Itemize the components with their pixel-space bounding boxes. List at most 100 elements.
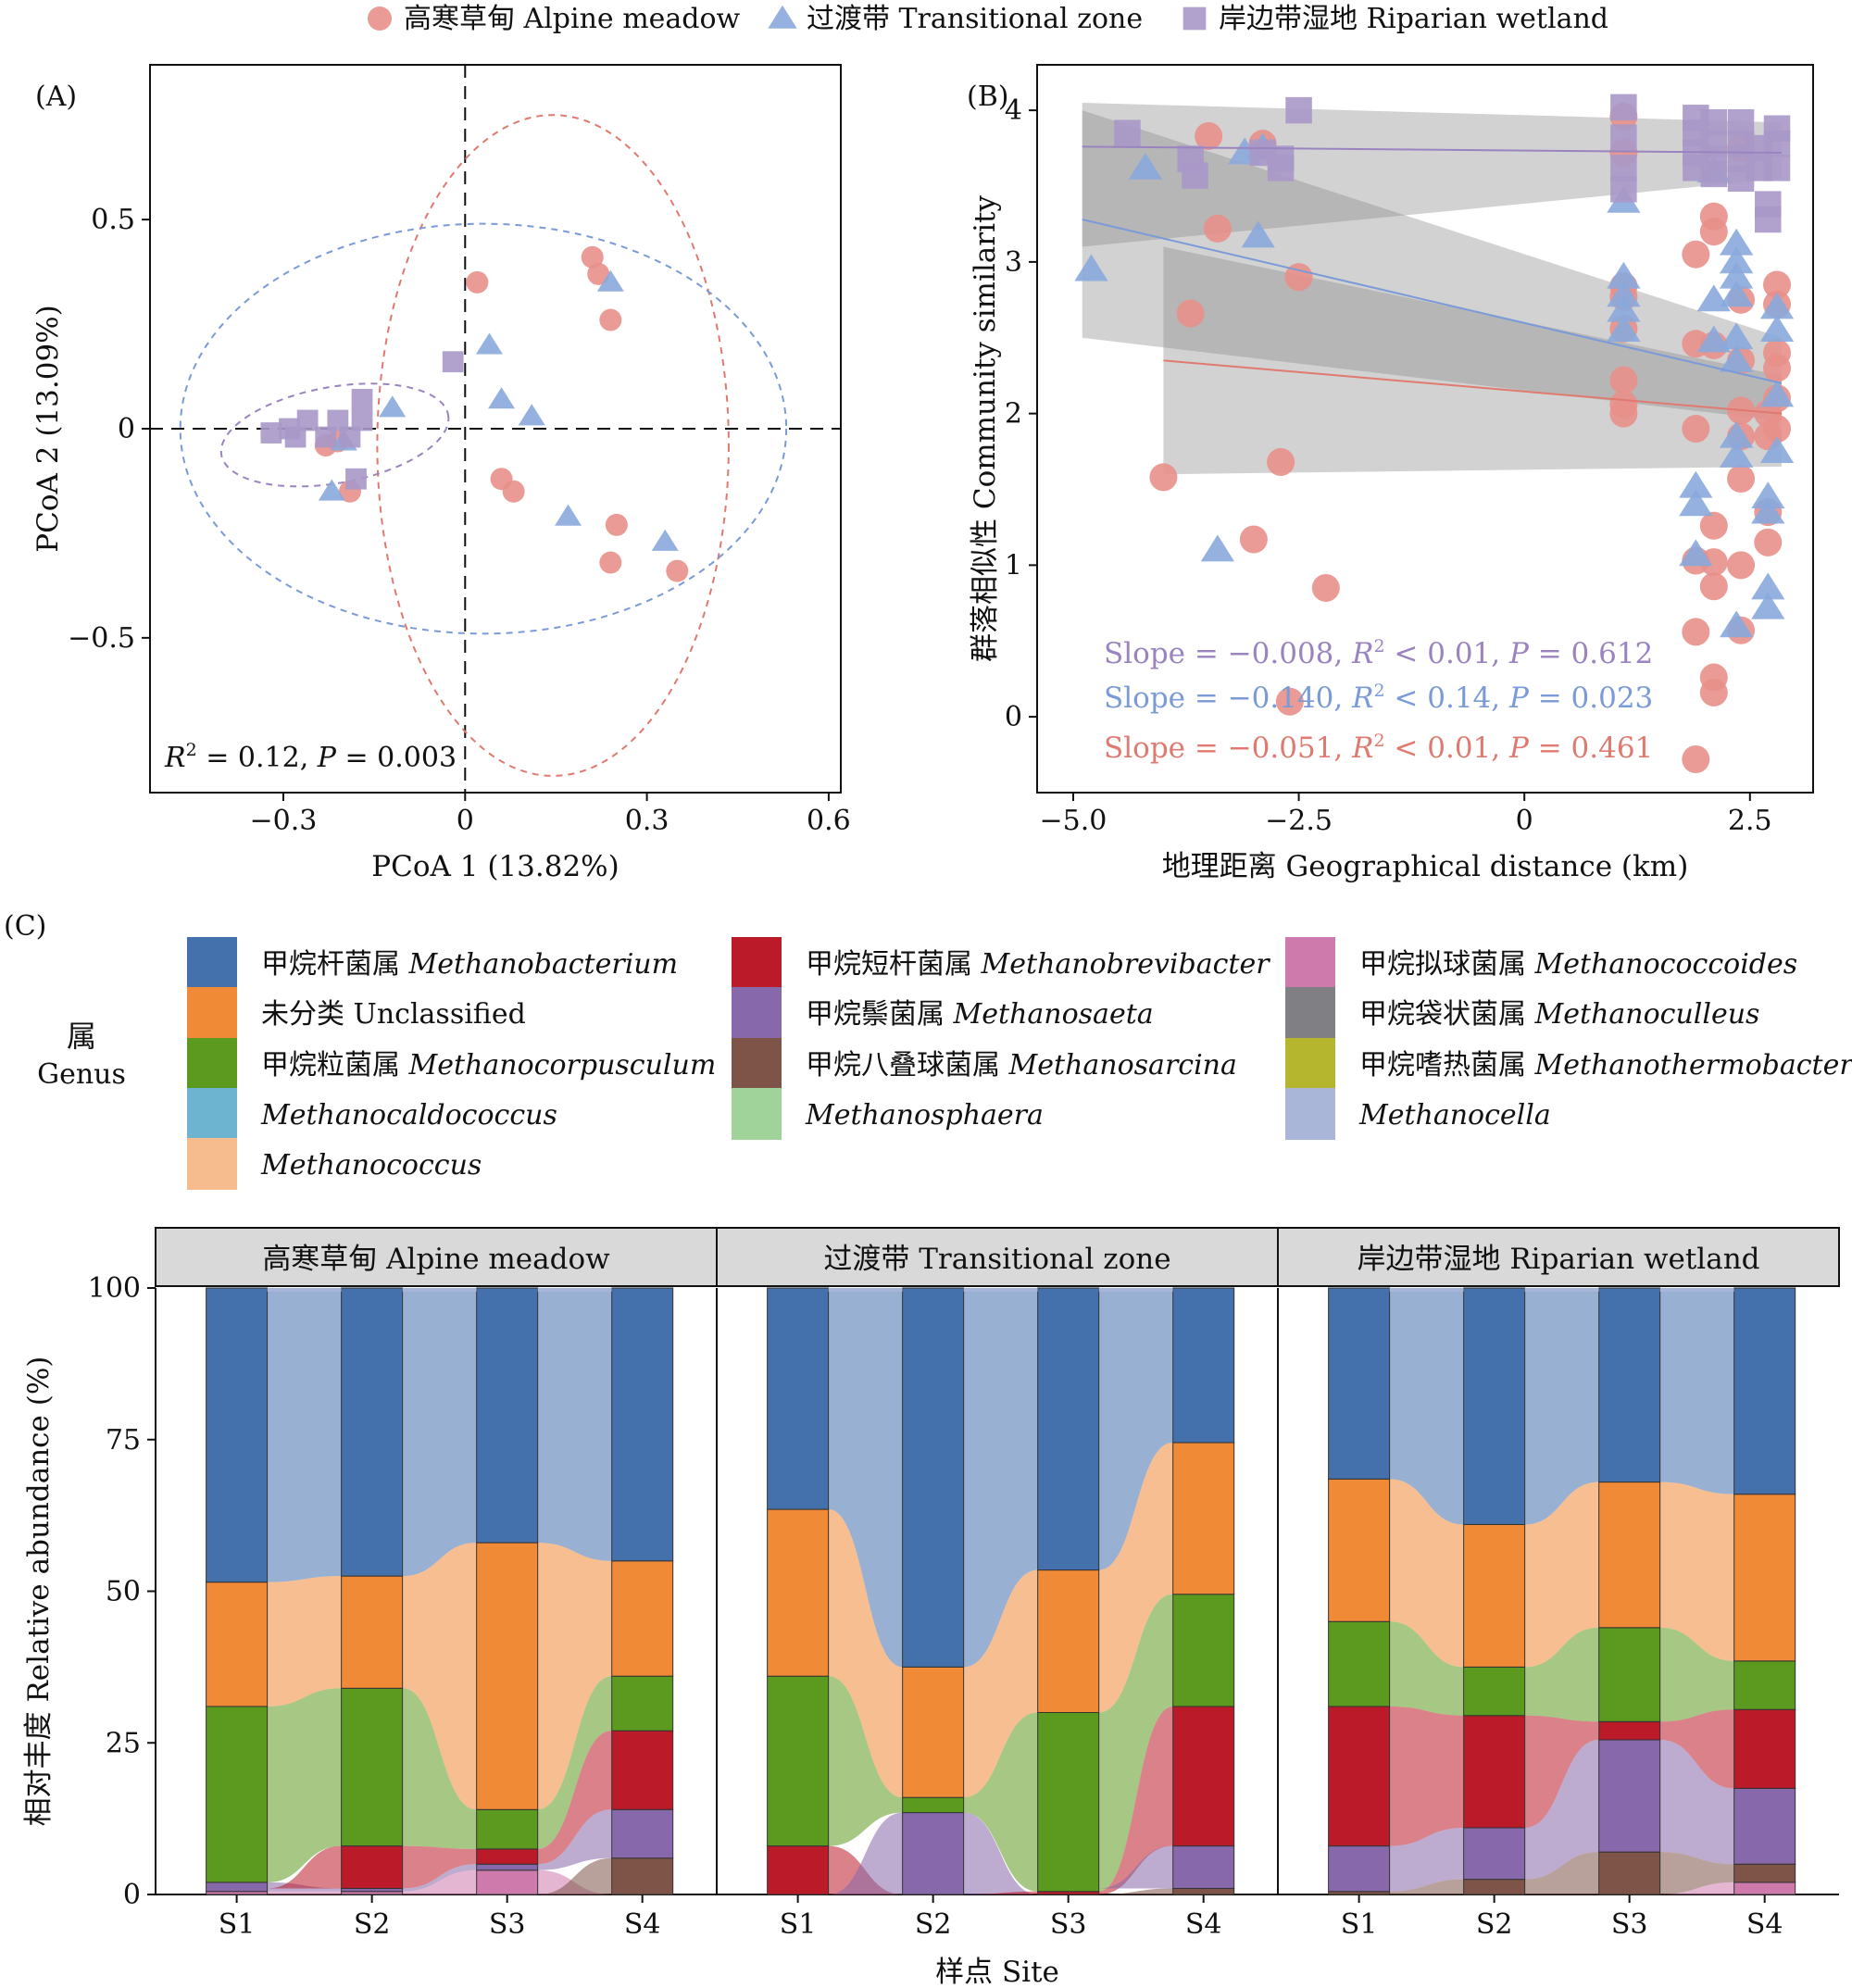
point-alpine — [587, 262, 610, 285]
bar-segment — [902, 1287, 965, 1668]
point-alpine — [1682, 618, 1710, 646]
flow-band-top — [402, 1288, 477, 1292]
point-alpine — [1699, 218, 1728, 246]
flow-band — [1524, 1739, 1599, 1880]
point-transitional — [1720, 261, 1754, 289]
bar-segment — [1037, 1569, 1100, 1713]
flow-band — [537, 1676, 612, 1849]
x-tick-label: 0 — [457, 805, 474, 837]
flow-band — [402, 1864, 477, 1892]
bar-segment — [611, 1857, 674, 1895]
flow-band — [402, 1869, 477, 1894]
fit-slope: Slope = −0.008, — [1104, 637, 1352, 670]
point-riparian — [1700, 160, 1728, 188]
flow-band — [1098, 1288, 1173, 1570]
bar-segment — [341, 1845, 404, 1889]
point-riparian — [315, 426, 337, 448]
genus-label: 甲烷短杆菌属 Methanobrevibacter — [806, 948, 1270, 981]
flow-band — [1524, 1627, 1599, 1722]
bar-segment — [1463, 1879, 1526, 1895]
bar-segment — [1172, 1887, 1235, 1895]
point-transitional — [1751, 496, 1785, 524]
point-alpine — [1275, 687, 1304, 716]
flow-band — [1389, 1827, 1464, 1892]
confidence-ellipse-transitional — [179, 222, 788, 635]
fit-r: R — [1351, 681, 1373, 715]
genus-swatch — [1285, 1088, 1335, 1140]
point-riparian — [442, 351, 464, 373]
flow-band — [1659, 1882, 1734, 1894]
point-transitional — [1607, 280, 1641, 307]
bar-segment — [611, 1560, 674, 1677]
legend-label: 高寒草甸 Alpine meadow — [404, 3, 741, 35]
flow-band-top — [963, 1288, 1038, 1292]
y-axis-label: 相对丰度 Relative abundance (%) — [22, 1357, 56, 1827]
bar-segment — [1463, 1523, 1526, 1668]
fit-label-riparian: Slope = −0.008, R2 < 0.01, P = 0.612 — [1104, 636, 1653, 670]
point-transitional — [379, 395, 407, 418]
fit-sup: 2 — [1373, 731, 1384, 751]
genus-name-latin: Methanothermobacter — [1534, 1049, 1852, 1082]
point-alpine — [1699, 678, 1728, 706]
point-riparian — [1182, 162, 1208, 189]
facet-title: 高寒草甸 Alpine meadow — [262, 1243, 610, 1276]
flow-band — [1389, 1288, 1464, 1525]
fit-label-transitional: Slope = −0.140, R2 < 0.14, P = 0.023 — [1104, 681, 1653, 715]
genus-label: 甲烷八叠球菌属 Methanosarcina — [806, 1049, 1237, 1082]
stat-r: R — [164, 742, 186, 774]
flow-band — [537, 1857, 612, 1894]
point-riparian — [296, 409, 319, 431]
genus-name-cn: 甲烷鬃菌属 — [806, 998, 954, 1031]
genus-name-latin: Methanocella — [1358, 1099, 1551, 1132]
point-alpine — [1699, 511, 1728, 540]
point-transitional — [1751, 481, 1785, 509]
point-riparian — [1610, 94, 1637, 121]
y-axis-label: PCoA 2 (13.09%) — [31, 305, 65, 552]
legend-marker-circle — [368, 6, 392, 31]
point-riparian — [327, 409, 349, 431]
fit-mid: < 0.01, — [1385, 637, 1509, 670]
flow-band — [963, 1812, 1038, 1894]
facet-strip — [716, 1227, 1279, 1287]
point-transitional — [1720, 228, 1754, 256]
flow-band — [537, 1543, 612, 1810]
genus-swatch — [187, 937, 237, 989]
y-tick-label: 0 — [118, 413, 135, 445]
bar-segment — [1172, 1594, 1235, 1707]
legend-label: 过渡带 Transitional zone — [807, 3, 1143, 35]
point-riparian — [351, 388, 373, 410]
genus-label: 甲烷拟球菌属 Methanococcoides — [1359, 948, 1797, 981]
flow-band — [828, 1812, 903, 1894]
point-transitional — [1751, 592, 1785, 619]
bar-segment — [341, 1687, 404, 1847]
bar-segment — [611, 1675, 674, 1732]
genus-name-cn: 甲烷粒菌属 — [261, 1049, 409, 1082]
flow-band-top — [537, 1288, 612, 1292]
flow-band — [267, 1576, 342, 1707]
x-tick-label: 0.6 — [807, 805, 851, 837]
x-tick-label: 0.3 — [625, 805, 669, 837]
genus-label: 甲烷嗜热菌属 Methanothermobacter — [1359, 1049, 1852, 1082]
bar-segment — [767, 1675, 830, 1847]
flow-band — [828, 1288, 903, 1668]
facet-strip — [155, 1227, 718, 1287]
legend-marker-triangle — [768, 5, 797, 29]
point-transitional — [1720, 322, 1754, 350]
point-transitional — [518, 404, 545, 426]
point-transitional — [1241, 220, 1275, 248]
bar-segment — [611, 1287, 674, 1562]
point-alpine — [599, 308, 622, 331]
fit-line-riparian — [1082, 145, 1782, 154]
point-transitional — [1720, 344, 1754, 372]
flow-band — [267, 1288, 342, 1582]
x-tick-label: S4 — [1185, 1908, 1222, 1941]
flow-band — [963, 1891, 1038, 1894]
point-transitional — [1607, 261, 1641, 289]
genus-label: 未分类 Unclassified — [261, 998, 526, 1031]
bar-segment — [1463, 1715, 1526, 1829]
bar-segment — [1598, 1720, 1661, 1741]
genus-swatch — [732, 937, 782, 989]
y-tick-label: 25 — [106, 1727, 141, 1759]
genus-swatch — [1285, 987, 1335, 1039]
genus-label: Methanococcus — [260, 1149, 482, 1182]
